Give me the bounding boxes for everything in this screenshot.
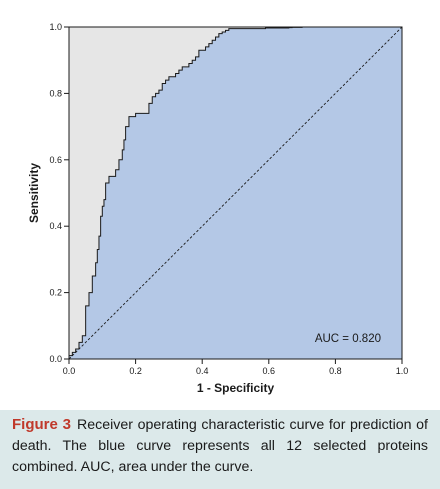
roc-curve-line xyxy=(68,26,402,359)
plot-frame xyxy=(68,26,403,360)
x-tick-label: 0.0 xyxy=(63,366,76,376)
roc-chart: 0.0 0.2 0.4 0.6 0.8 1.0 0.0 0.2 0.4 0.6 0.8 1.0 AUC… xyxy=(0,0,440,410)
x-tick-label: 0.4 xyxy=(196,366,209,376)
x-tick-label: 1.0 xyxy=(396,366,409,376)
y-tick-label: 0.2 xyxy=(49,288,62,298)
x-tick-label: 0.6 xyxy=(263,366,276,376)
y-tick-label: 0.0 xyxy=(49,354,62,364)
y-axis-label: Sensitivity xyxy=(27,163,41,223)
axes: 0.0 0.2 0.4 0.6 0.8 1.0 0.0 0.2 0.4 0.6 0.8 1.0 xyxy=(49,22,408,376)
figure-label: Figure 3 xyxy=(12,416,72,433)
x-axis-label: 1 - Specificity xyxy=(197,381,275,395)
x-tick-label: 0.2 xyxy=(129,366,142,376)
caption-text: Receiver operating characteristic curve … xyxy=(12,417,428,475)
y-tick-label: 0.4 xyxy=(49,221,62,231)
figure-caption: Figure 3 Receiver operating characteristi… xyxy=(12,414,428,478)
y-tick-label: 0.6 xyxy=(49,155,62,165)
reference-diagonal xyxy=(68,26,403,360)
y-tick-label: 1.0 xyxy=(49,22,62,32)
y-tick-label: 0.8 xyxy=(49,88,62,98)
x-tick-label: 0.8 xyxy=(329,366,342,376)
auc-annotation: AUC = 0.820 xyxy=(315,333,381,345)
plot-area xyxy=(68,26,403,360)
